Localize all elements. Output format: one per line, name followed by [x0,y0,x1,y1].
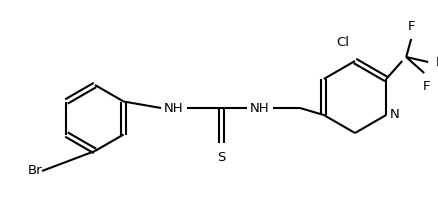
Text: Cl: Cl [336,36,349,49]
Text: F: F [436,55,438,69]
Text: N: N [390,108,400,121]
Text: NH: NH [250,102,270,114]
Text: Br: Br [28,165,42,177]
Text: F: F [422,80,430,93]
Text: NH: NH [164,102,184,114]
Text: F: F [407,20,415,33]
Text: S: S [217,151,225,164]
